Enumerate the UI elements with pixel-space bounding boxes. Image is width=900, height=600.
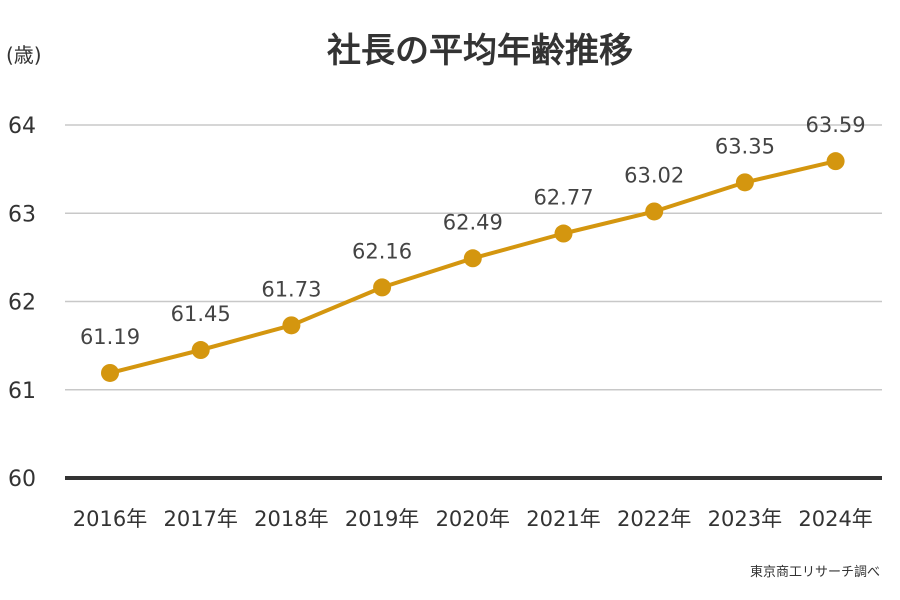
data-point bbox=[645, 202, 664, 221]
x-tick-label: 2021年 bbox=[526, 507, 600, 531]
data-point bbox=[373, 278, 392, 297]
y-tick-label: 63 bbox=[8, 202, 36, 227]
data-label: 63.59 bbox=[806, 113, 866, 137]
y-tick-label: 61 bbox=[8, 379, 36, 404]
y-tick-label: 64 bbox=[8, 114, 36, 139]
data-label: 61.45 bbox=[171, 302, 231, 326]
y-axis-unit-label: (歳) bbox=[6, 43, 42, 67]
data-label: 62.49 bbox=[443, 210, 503, 234]
chart-title: 社長の平均年齢推移 bbox=[327, 31, 633, 71]
data-label: 62.77 bbox=[533, 186, 593, 210]
data-point bbox=[826, 152, 845, 171]
x-tick-label: 2023年 bbox=[708, 507, 782, 531]
source-note: 東京商工リサーチ調べ bbox=[750, 564, 880, 580]
data-label: 61.73 bbox=[261, 277, 321, 301]
x-axis-ticks: 2016年 2017年 2018年 2019年 2020年 2021年 2022年 2023年… bbox=[73, 507, 873, 531]
data-label: 63.35 bbox=[715, 134, 775, 158]
x-tick-label: 2016年 bbox=[73, 507, 147, 531]
data-point bbox=[554, 224, 573, 243]
data-label: 62.16 bbox=[352, 239, 412, 263]
x-tick-label: 2017年 bbox=[163, 507, 237, 531]
x-tick-label: 2024年 bbox=[798, 507, 872, 531]
data-point bbox=[282, 316, 301, 335]
y-axis-ticks: 60 61 62 63 64 bbox=[8, 114, 36, 492]
data-point bbox=[735, 173, 754, 192]
y-tick-label: 60 bbox=[8, 467, 36, 492]
data-point bbox=[463, 249, 482, 268]
data-points bbox=[101, 152, 845, 382]
data-point bbox=[191, 341, 210, 360]
x-tick-label: 2022年 bbox=[617, 507, 691, 531]
x-tick-label: 2020年 bbox=[436, 507, 510, 531]
data-labels: 61.19 61.45 61.73 62.16 62.49 62.77 63.02 63.35… bbox=[80, 113, 866, 349]
x-tick-label: 2018年 bbox=[254, 507, 328, 531]
y-tick-label: 62 bbox=[8, 291, 36, 316]
data-point bbox=[101, 363, 119, 382]
data-label: 61.19 bbox=[80, 325, 140, 349]
data-label: 63.02 bbox=[624, 163, 684, 187]
gridlines bbox=[65, 124, 882, 480]
x-tick-label: 2019年 bbox=[345, 507, 419, 531]
